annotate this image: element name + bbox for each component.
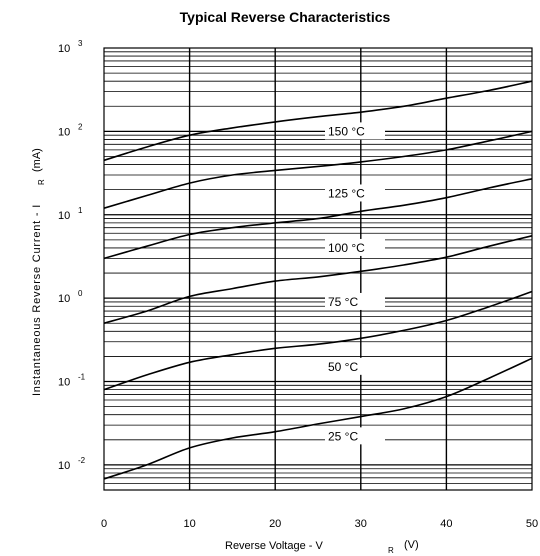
y-tick-label: 10 xyxy=(58,293,70,305)
y-tick-labels: 10 3 10 2 10 1 10 0 10 -1 10 -2 xyxy=(58,39,86,472)
y-tick-label: 10 xyxy=(58,126,70,138)
curve-label-2: 125 °C xyxy=(328,186,365,200)
y-tick-exponent: 2 xyxy=(78,122,83,131)
curve-label-bg xyxy=(325,357,385,375)
plot-frame xyxy=(103,47,533,491)
series-line-4 xyxy=(103,235,533,324)
y-tick-exponent: -1 xyxy=(78,373,86,382)
curve-label-1: 150 °C xyxy=(328,124,365,138)
curve-label-bg xyxy=(325,238,385,256)
y-tick-label: 10 xyxy=(58,43,70,55)
y-tick-exponent: 1 xyxy=(78,206,83,215)
series-line-1 xyxy=(103,80,533,162)
y-tick-exponent: 3 xyxy=(78,39,83,48)
x-tick-label: 20 xyxy=(269,518,281,530)
series-line-6 xyxy=(103,357,533,480)
y-axis-label-unit: (mA) xyxy=(31,148,43,172)
curve-label-bg xyxy=(325,427,385,445)
curve-label-6: 25 °C xyxy=(328,429,358,443)
x-tick-labels: 0 10 20 30 40 50 xyxy=(101,518,538,530)
x-tick-label: 40 xyxy=(440,518,452,530)
series-line-3 xyxy=(103,178,533,260)
curve-labels: 150 °C 125 °C 100 °C 75 °C 50 °C 25 °C xyxy=(325,122,385,445)
series-line-2 xyxy=(103,130,533,209)
curve-label-bg xyxy=(325,122,385,140)
x-axis-label-unit: (V) xyxy=(404,539,419,551)
chart-title: Typical Reverse Characteristics xyxy=(180,9,391,25)
series-layer xyxy=(103,80,533,480)
curve-label-3: 100 °C xyxy=(328,241,365,255)
y-tick-exponent: -2 xyxy=(78,456,86,465)
x-tick-label: 30 xyxy=(355,518,367,530)
curve-label-bg xyxy=(325,184,385,202)
y-axis-label-group: Instantaneous Reverse Current - I R (mA) xyxy=(31,148,46,396)
y-axis-label-subscript: R xyxy=(37,179,46,185)
x-tick-label: 10 xyxy=(183,518,195,530)
x-tick-label: 50 xyxy=(526,518,538,530)
y-axis-label: Instantaneous Reverse Current - I xyxy=(31,204,43,396)
y-tick-label: 10 xyxy=(58,460,70,472)
series-line-5 xyxy=(103,290,533,391)
y-tick-label: 10 xyxy=(58,377,70,389)
x-axis-label-subscript: R xyxy=(388,546,394,555)
y-tick-label: 10 xyxy=(58,210,70,222)
y-tick-exponent: 0 xyxy=(78,289,83,298)
x-axis-label: Reverse Voltage - V xyxy=(225,540,323,552)
x-tick-label: 0 xyxy=(101,518,107,530)
curve-label-4: 75 °C xyxy=(328,295,358,309)
curve-label-bg xyxy=(325,292,385,310)
curve-label-5: 50 °C xyxy=(328,360,358,374)
grid xyxy=(104,48,532,491)
